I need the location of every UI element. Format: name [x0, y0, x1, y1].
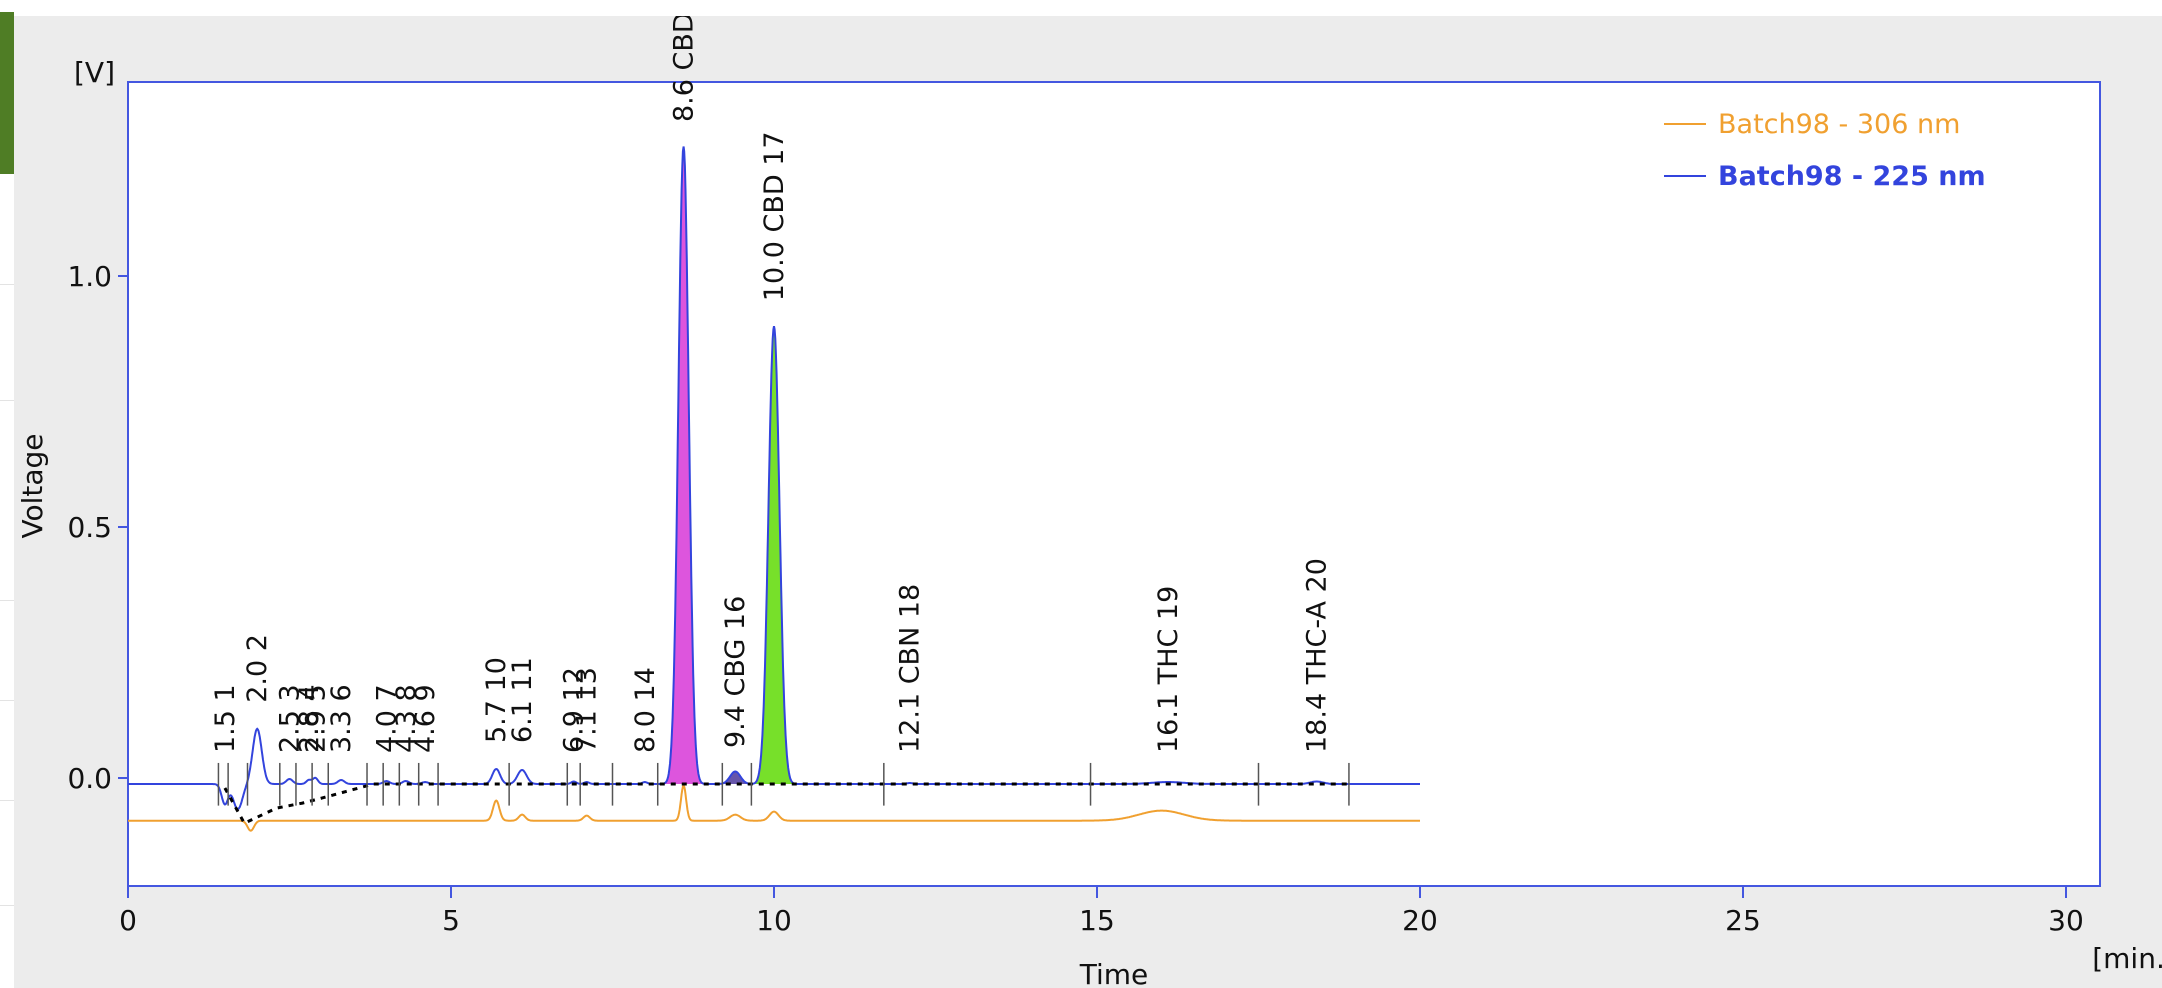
chromatogram-panel: 1.5 1 2.0 2 2.5 3 2.8 4 2.9 5 3.3 6 4.0 7 4.3 8… — [14, 16, 2162, 988]
x-axis-title: Time — [1079, 958, 1149, 988]
legend: Batch98 - 306 nm Batch98 - 225 nm — [1664, 109, 1986, 192]
peak-label: 2.0 2 — [242, 634, 273, 703]
x-tick-label: 30 — [2048, 904, 2084, 937]
peak-label: 10.0 CBD 17 — [759, 131, 790, 301]
peak-label: 16.1 THC 19 — [1153, 586, 1184, 753]
y-unit-label: [V] — [74, 56, 115, 89]
peak-label: 6.1 11 — [507, 657, 538, 743]
peak-fill — [717, 771, 754, 784]
peak-label: 2.5 3 — [275, 684, 306, 753]
row-divider — [0, 905, 14, 906]
peak-label: 12.1 CBN 18 — [895, 584, 926, 753]
integration-baseline — [223, 782, 1349, 826]
chromatogram-chart: 1.5 12.0 22.5 32.8 42.9 53.3 6 4.0 74.3 8… — [16, 16, 2162, 988]
peak-label: 3.3 6 — [326, 684, 357, 753]
green-tab[interactable] — [0, 12, 14, 174]
legend-entry: Batch98 - 306 nm — [1718, 109, 1960, 140]
peak-label: 6.9 12 — [559, 667, 590, 753]
series-line-306nm — [128, 783, 1420, 832]
peak-label: 4.6 9 — [410, 684, 441, 753]
left-panel-strip — [0, 0, 14, 988]
x-tick-label: 20 — [1402, 904, 1438, 937]
peak-label: 5.7 10 — [481, 657, 512, 743]
plot-area — [127, 81, 2101, 887]
x-tick-label: 15 — [1079, 904, 1115, 937]
x-axis: 0 5 10 15 20 25 30 — [119, 886, 2084, 937]
peak-label: 8.0 14 — [630, 667, 661, 753]
row-divider — [0, 400, 14, 401]
peak-fill — [661, 146, 706, 784]
peak-label: 2.8 4 — [294, 684, 325, 753]
row-divider — [0, 800, 14, 801]
y-axis-title: Voltage — [16, 433, 49, 538]
x-tick-label: 10 — [756, 904, 792, 937]
x-tick-label: 0 — [119, 904, 137, 937]
peak-markers — [217, 762, 1350, 806]
peak-label: 4.3 8 — [391, 684, 422, 753]
peak-label: 7.1 13 — [572, 667, 603, 753]
peak-fill — [752, 326, 796, 784]
series-line-225nm — [128, 146, 1420, 811]
integration-baseline-path — [223, 782, 1349, 826]
y-tick-label: 1.0 — [67, 260, 112, 293]
row-divider — [0, 284, 14, 285]
row-divider — [0, 600, 14, 601]
peak-label: 2.9 5 — [300, 684, 331, 753]
x-tick-label: 25 — [1725, 904, 1761, 937]
x-unit-label: [min.] — [2092, 942, 2162, 975]
y-axis: 0.0 0.5 1.0 — [67, 260, 128, 795]
peak-label: 9.4 CBG 16 — [720, 596, 751, 748]
peak-label: 8.6 CBD-A 15 — [669, 16, 700, 122]
y-tick-label: 0.0 — [67, 762, 112, 795]
peak-label: 4.0 7 — [371, 684, 402, 753]
legend-entry: Batch98 - 225 nm — [1718, 161, 1986, 192]
row-divider — [0, 700, 14, 701]
peak-labels: 1.5 12.0 22.5 32.8 42.9 53.3 6 4.0 74.3 8… — [210, 16, 1333, 753]
peak-label: 18.4 THC-A 20 — [1302, 558, 1333, 753]
x-tick-label: 5 — [442, 904, 460, 937]
y-tick-label: 0.5 — [67, 511, 112, 544]
peak-label: 1.5 1 — [210, 684, 241, 753]
peak-fills — [661, 146, 796, 784]
series-lines — [128, 146, 1420, 832]
